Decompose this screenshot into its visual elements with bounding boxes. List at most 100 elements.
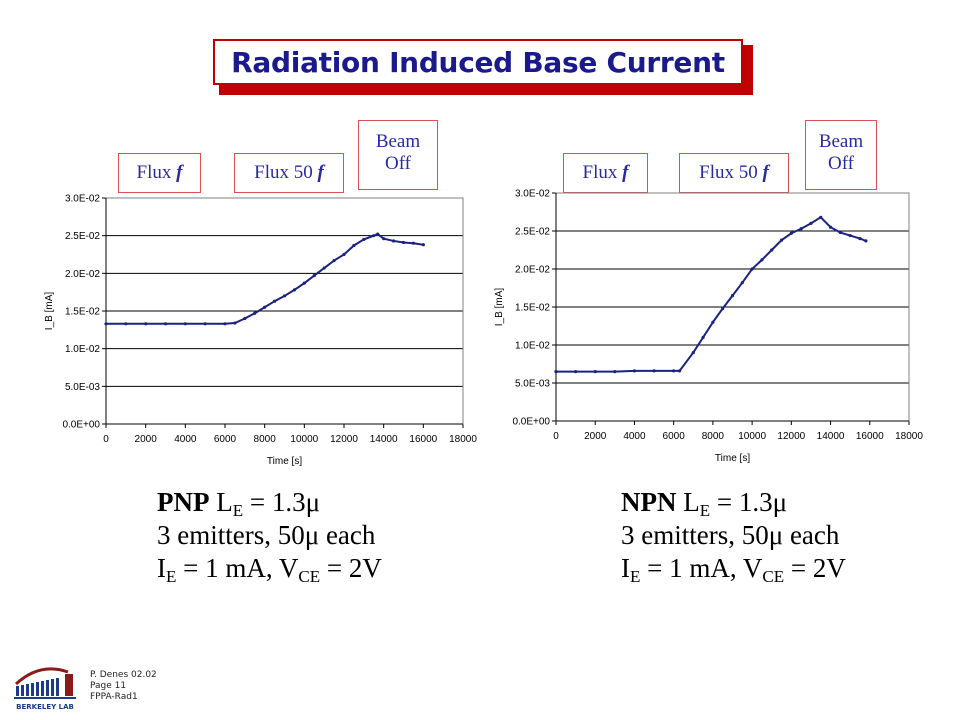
data-point — [593, 370, 597, 374]
data-point — [864, 239, 868, 243]
pnp-spec-line3: IE = 1 mA, VCE = 2V — [157, 553, 382, 586]
data-point — [312, 273, 316, 278]
data-point — [253, 311, 257, 315]
data-point — [838, 230, 842, 235]
npn-spec-block: NPN LE = 1.3μ 3 emitters, 50μ each IE = … — [621, 486, 846, 585]
flux-label: Flux — [582, 162, 618, 183]
data-point — [672, 369, 676, 373]
device-type: PNP — [157, 487, 210, 517]
flux-f-tag-left: Flux f — [118, 153, 201, 193]
y-tick-label: 1.0E-02 — [65, 344, 100, 355]
data-point — [421, 243, 425, 247]
flux50-label: Flux 50 — [254, 162, 313, 183]
flux50-label: Flux 50 — [699, 162, 758, 183]
data-point — [362, 237, 366, 242]
data-point — [183, 322, 187, 326]
y-axis-label: I_B [mA] — [494, 288, 505, 327]
data-point — [730, 294, 735, 298]
x-tick-label: 6000 — [214, 434, 237, 445]
npn-spec-line1: NPN LE = 1.3μ — [621, 487, 788, 520]
y-tick-label: 0.0E+00 — [62, 420, 100, 431]
data-point — [104, 322, 108, 326]
data-point — [332, 258, 336, 263]
beam-off-tag-right: Beam Off — [805, 120, 877, 190]
x-tick-label: 10000 — [290, 434, 318, 445]
beam-off-line2: Off — [384, 153, 412, 174]
data-point — [652, 369, 656, 373]
beam-off-line1: Beam — [375, 131, 421, 152]
data-point — [691, 351, 695, 355]
data-point — [750, 267, 754, 271]
pnp-spec-line2: 3 emitters, 50μ each — [157, 520, 376, 550]
x-tick-label: 8000 — [702, 431, 725, 442]
data-point — [292, 288, 297, 292]
series-line — [556, 216, 867, 373]
data-point — [376, 232, 380, 236]
flux-label: Flux — [136, 162, 172, 183]
x-tick-label: 2000 — [584, 431, 607, 442]
data-point — [263, 305, 267, 309]
data-point — [282, 294, 287, 298]
npn-spec-line3: IE = 1 mA, VCE = 2V — [621, 553, 846, 586]
data-point — [302, 281, 306, 285]
data-point — [740, 281, 744, 285]
x-tick-label: 18000 — [895, 431, 923, 442]
data-point — [391, 239, 396, 243]
footer-file: FPPA-Rad1 — [90, 692, 138, 702]
x-tick-label: 4000 — [174, 434, 197, 445]
data-point — [163, 322, 168, 326]
data-point — [203, 322, 207, 326]
footer-page: Page 11 — [90, 681, 127, 691]
flux-50f-tag-left: Flux 50 f — [234, 153, 344, 193]
x-tick-label: 10000 — [738, 431, 766, 442]
x-tick-label: 0 — [553, 431, 559, 442]
data-point — [711, 320, 715, 324]
data-point — [632, 369, 637, 373]
y-tick-label: 3.0E-02 — [65, 194, 100, 205]
pnp-spec-block: PNP LE = 1.3μ 3 emitters, 50μ each IE = … — [157, 486, 382, 585]
data-point — [352, 243, 356, 248]
x-tick-label: 4000 — [623, 431, 646, 442]
series-line — [106, 233, 424, 325]
x-tick-label: 14000 — [370, 434, 398, 445]
flux-f-tag-right: Flux f — [563, 153, 648, 193]
x-tick-label: 12000 — [330, 434, 358, 445]
x-tick-label: 14000 — [817, 431, 845, 442]
data-point — [789, 231, 793, 235]
pnp-base-current-chart: 0.0E+00 5.0E-03 1.0E-02 1.5E-02 2.0E-02 2.5E-… — [44, 194, 477, 468]
x-tick-label: 12000 — [777, 431, 805, 442]
berkeley-lab-logo: BERKELEY LAB — [14, 667, 76, 711]
data-point — [848, 233, 852, 238]
data-point — [124, 322, 128, 326]
x-tick-label: 8000 — [254, 434, 277, 445]
data-point — [770, 248, 774, 252]
data-point — [243, 316, 247, 321]
y-tick-label: 5.0E-03 — [65, 382, 100, 393]
data-point — [223, 322, 227, 326]
npn-spec-line2: 3 emitters, 50μ each — [621, 520, 840, 550]
data-point — [401, 240, 406, 245]
y-axis-label: I_B [mA] — [44, 292, 55, 331]
data-point — [613, 370, 617, 374]
data-point — [574, 370, 578, 374]
data-point — [272, 299, 277, 303]
y-tick-label: 5.0E-03 — [515, 379, 550, 390]
y-tick-label: 2.5E-02 — [515, 227, 550, 238]
data-point — [799, 227, 803, 231]
data-point — [677, 369, 682, 373]
device-type: NPN — [621, 487, 677, 517]
x-tick-label: 16000 — [856, 431, 884, 442]
x-tick-label: 0 — [103, 434, 109, 445]
data-point — [342, 252, 346, 257]
data-point — [809, 221, 813, 225]
data-point — [828, 225, 833, 229]
data-point — [411, 241, 416, 245]
y-tick-label: 1.5E-02 — [65, 307, 100, 318]
x-tick-label: 2000 — [135, 434, 158, 445]
page-title: Radiation Induced Base Current — [231, 45, 725, 79]
y-tick-label: 0.0E+00 — [512, 417, 550, 428]
x-tick-label: 6000 — [663, 431, 686, 442]
title-box: Radiation Induced Base Current — [213, 39, 743, 85]
beam-off-line2: Off — [827, 153, 855, 174]
data-point — [760, 258, 764, 262]
